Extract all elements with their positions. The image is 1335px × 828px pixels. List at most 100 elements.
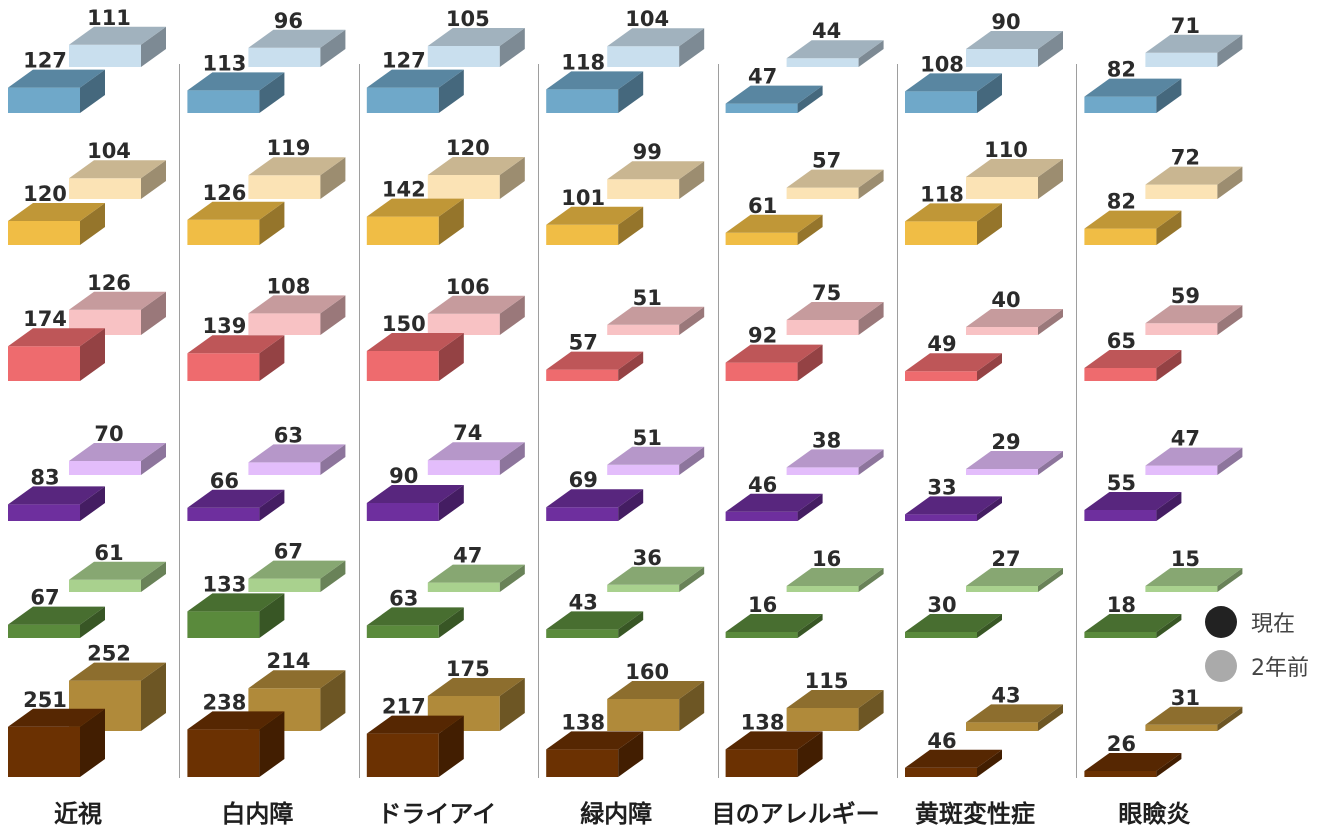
bar-current-top bbox=[725, 344, 823, 363]
bar-past bbox=[69, 160, 166, 199]
bar-current-top bbox=[905, 496, 1002, 515]
bar-current bbox=[725, 493, 823, 521]
bar-past bbox=[786, 169, 884, 199]
bar-current bbox=[8, 486, 105, 521]
bar-current-top bbox=[8, 203, 105, 221]
bar-past bbox=[966, 159, 1063, 199]
bar-past-side bbox=[1217, 706, 1243, 731]
bar-current-top bbox=[1084, 753, 1182, 771]
bar-current-top bbox=[8, 486, 105, 505]
value-label-past: 59 bbox=[1171, 284, 1200, 308]
value-label-past: 27 bbox=[991, 547, 1020, 571]
value-label-current: 18 bbox=[1107, 593, 1136, 617]
bar-current bbox=[366, 333, 464, 381]
value-label-past: 111 bbox=[87, 6, 131, 30]
bar-current-side bbox=[977, 203, 1002, 245]
bar-current-side bbox=[259, 711, 285, 777]
bar-past-top bbox=[427, 28, 525, 46]
bar-current-front bbox=[725, 232, 798, 245]
category-label: 目のアレルギー bbox=[712, 800, 880, 828]
bar-current-top bbox=[1084, 492, 1182, 510]
bar-current-top bbox=[366, 69, 464, 88]
value-label-past: 71 bbox=[1171, 14, 1200, 38]
bar-past-top bbox=[786, 690, 884, 708]
bar-past-top bbox=[427, 157, 525, 175]
bar-current bbox=[1084, 614, 1182, 638]
bar-current-side bbox=[438, 333, 464, 381]
bar-past bbox=[786, 40, 884, 67]
bar-past-top bbox=[69, 662, 166, 681]
bar-current-side bbox=[618, 489, 644, 521]
legend-item-past: 2年前 bbox=[1205, 644, 1309, 688]
bar-past-top bbox=[966, 568, 1063, 586]
bar-current-top bbox=[366, 715, 464, 734]
bar-current-side bbox=[1156, 492, 1182, 521]
bar-past bbox=[248, 295, 346, 335]
bar-current-front bbox=[1084, 771, 1157, 777]
bar-past-top bbox=[69, 291, 166, 310]
value-label-past: 16 bbox=[812, 547, 841, 571]
bar-past-side bbox=[320, 444, 346, 475]
bar-past-side bbox=[499, 564, 525, 592]
bar-past-side bbox=[858, 568, 884, 592]
bar-past-top bbox=[248, 444, 346, 463]
bar-past-front bbox=[69, 579, 141, 592]
value-label-current: 69 bbox=[569, 468, 598, 492]
bar-current-front bbox=[8, 624, 80, 638]
bar-past-front bbox=[966, 49, 1038, 67]
bar-past-side bbox=[1038, 451, 1063, 475]
value-label-past: 70 bbox=[94, 422, 123, 446]
bar-current-front bbox=[8, 221, 80, 245]
bar-past-top bbox=[966, 159, 1063, 177]
bar-current-side bbox=[1156, 350, 1182, 381]
bar-current-top bbox=[187, 711, 285, 730]
value-label-past: 96 bbox=[274, 9, 303, 33]
value-label-past: 38 bbox=[812, 428, 841, 452]
bar-past bbox=[1145, 706, 1243, 731]
value-label-current: 90 bbox=[389, 464, 418, 488]
value-label-current: 138 bbox=[741, 710, 785, 734]
bar-past bbox=[248, 560, 346, 592]
bar-past-front bbox=[1145, 184, 1218, 199]
bar-past-front bbox=[1145, 724, 1218, 731]
bar-past bbox=[966, 309, 1063, 335]
bar-current-side bbox=[259, 201, 285, 245]
bar-current bbox=[905, 203, 1002, 245]
bar-past-front bbox=[966, 586, 1038, 592]
bar-current-front bbox=[187, 353, 260, 381]
bar-past-side bbox=[1038, 309, 1063, 335]
value-label-current: 33 bbox=[927, 475, 956, 499]
bar-current bbox=[725, 85, 823, 113]
bar-current-top bbox=[546, 71, 644, 90]
bar-current-front bbox=[905, 221, 977, 245]
bar-past-top bbox=[607, 681, 705, 699]
bar-past-front bbox=[786, 187, 859, 199]
bar-past-top bbox=[966, 309, 1063, 327]
bar-current-front bbox=[187, 611, 260, 638]
bar-past-front bbox=[248, 313, 321, 335]
bar-current-top bbox=[905, 73, 1002, 92]
bar-current bbox=[366, 715, 464, 777]
bar-past-side bbox=[1038, 159, 1063, 199]
bar-current-side bbox=[438, 69, 464, 113]
legend-swatch-past bbox=[1205, 650, 1237, 682]
bar-current bbox=[366, 485, 464, 521]
bar-past-front bbox=[966, 469, 1038, 475]
bar-past-side bbox=[499, 678, 525, 731]
legend-swatch-current bbox=[1205, 606, 1237, 638]
bar-current-side bbox=[797, 731, 823, 777]
bar-current-front bbox=[546, 224, 619, 245]
bar-past-side bbox=[679, 306, 705, 335]
value-label-past: 29 bbox=[991, 430, 1020, 454]
bar-current-front bbox=[546, 507, 619, 521]
value-label-current: 150 bbox=[382, 312, 426, 336]
bar-current-top bbox=[725, 731, 823, 750]
bar-current-top bbox=[905, 749, 1002, 768]
bar-past-top bbox=[1145, 166, 1243, 185]
bar-current-side bbox=[438, 485, 464, 521]
bar-past-front bbox=[607, 464, 680, 475]
value-label-current: 66 bbox=[210, 469, 239, 493]
value-label-current: 49 bbox=[927, 332, 956, 356]
bar-current-front bbox=[1084, 228, 1157, 245]
bar-current-side bbox=[438, 198, 464, 245]
